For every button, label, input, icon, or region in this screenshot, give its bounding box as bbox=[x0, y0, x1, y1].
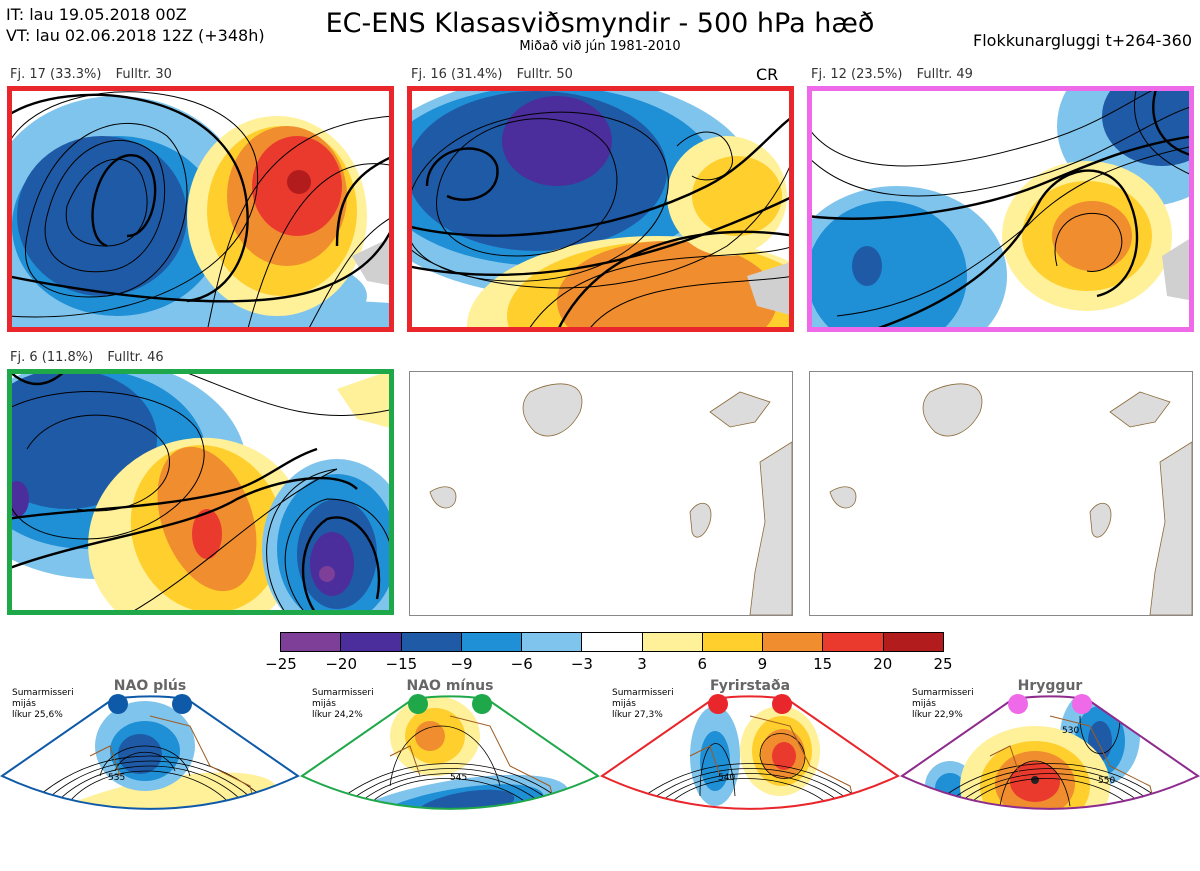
svg-text:560: 560 bbox=[724, 811, 741, 821]
svg-text:530: 530 bbox=[1062, 726, 1079, 736]
panel-4-cluster: Fj. 6 (11.8%) bbox=[10, 350, 94, 365]
svg-text:535: 535 bbox=[108, 773, 125, 783]
panel-3-cluster: Fj. 12 (23.5%) bbox=[811, 67, 903, 82]
colorbar-segment bbox=[763, 633, 824, 651]
regime-dot-left bbox=[408, 694, 428, 714]
regime-dot-right bbox=[772, 694, 792, 714]
page-title: EC-ENS Klasasviðsmyndir - 500 hPa hæð bbox=[325, 8, 875, 39]
colorbar-tick-label: 3 bbox=[637, 655, 647, 673]
regime-dot-right bbox=[472, 694, 492, 714]
panel-4-label: Fj. 6 (11.8%) Fulltr. 46 bbox=[10, 350, 174, 365]
colorbar-tick-label: −20 bbox=[325, 655, 357, 673]
page-subtitle: Miðað við jún 1981-2010 bbox=[519, 39, 681, 54]
svg-text:575: 575 bbox=[448, 849, 465, 859]
colorbar-tick-label: −25 bbox=[265, 655, 297, 673]
colorbar-segment bbox=[642, 633, 703, 651]
regime-note: Sumarmisseri mijás líkur 25,6% bbox=[12, 688, 74, 720]
regime-title: NAO plús bbox=[113, 678, 187, 694]
panel-2-cluster: Fj. 16 (31.4%) bbox=[411, 67, 503, 82]
colorbar-segment bbox=[461, 633, 523, 651]
panel-2-tag: CR bbox=[756, 65, 779, 84]
regime-dot-left bbox=[708, 694, 728, 714]
panel-3-members: Fulltr. 49 bbox=[916, 67, 973, 82]
panel-1-members: Fulltr. 30 bbox=[115, 67, 172, 82]
colorbar-segment bbox=[522, 633, 583, 651]
regime-title: NAO mínus bbox=[406, 678, 494, 694]
colorbar-tick-label: 6 bbox=[697, 655, 708, 673]
colorbar-segment bbox=[582, 633, 643, 651]
panel-1-label: Fj. 17 (33.3%) Fulltr. 30 bbox=[10, 67, 182, 82]
colorbar-tick-label: −15 bbox=[385, 655, 418, 673]
colorbar-tick-label: 25 bbox=[933, 655, 953, 673]
colorbar-tick-label: 15 bbox=[813, 655, 833, 673]
colorbar-segment bbox=[401, 633, 462, 651]
regime-title: Hryggur bbox=[1017, 678, 1083, 694]
cluster-map-2[interactable] bbox=[407, 86, 794, 332]
regime-dot-right bbox=[172, 694, 192, 714]
regime-dot-right bbox=[1072, 694, 1092, 714]
regime-ridge: Hryggur Sumarmisseri mijás líkur 22,9% 530 bbox=[900, 676, 1200, 871]
regime-note: Sumarmisseri mijás líkur 24,2% bbox=[312, 688, 374, 720]
empty-map-6 bbox=[809, 371, 1193, 616]
panel-3-label: Fj. 12 (23.5%) Fulltr. 49 bbox=[811, 67, 983, 82]
regime-nao-plus: NAO plús Sumarmisseri mijás líkur 25,6% 53… bbox=[0, 676, 300, 871]
svg-text:575: 575 bbox=[1090, 837, 1107, 847]
svg-text:560: 560 bbox=[120, 809, 137, 819]
valid-time: VT: lau 02.06.2018 12Z (+348h) bbox=[6, 26, 265, 45]
regime-nao-minus: NAO mínus Sumarmisseri mijás líkur 24,2% 5… bbox=[300, 676, 600, 871]
colorbar-segment bbox=[883, 633, 943, 651]
header-times: IT: lau 19.05.2018 00Z VT: lau 02.06.201… bbox=[6, 4, 265, 46]
colorbar bbox=[280, 632, 944, 652]
colorbar-tick-label: −9 bbox=[450, 655, 473, 673]
regime-blocking: Fyrirstaða Sumarmisseri mijás líkur 27,3% … bbox=[600, 676, 900, 871]
svg-text:575: 575 bbox=[736, 835, 753, 845]
regime-dot-left bbox=[108, 694, 128, 714]
svg-text:550: 550 bbox=[1098, 776, 1115, 786]
panel-4-members: Fulltr. 46 bbox=[107, 350, 164, 365]
regime-note: Sumarmisseri mijás líkur 27,3% bbox=[612, 688, 674, 720]
classification-window: Flokkunargluggi t+264-360 bbox=[973, 31, 1192, 50]
svg-text:560: 560 bbox=[438, 815, 455, 825]
svg-text:540: 540 bbox=[718, 773, 735, 783]
regime-dot-left bbox=[1008, 694, 1028, 714]
colorbar-segment bbox=[702, 633, 764, 651]
colorbar-tick-label: −6 bbox=[510, 655, 533, 673]
cluster-map-1[interactable] bbox=[7, 86, 394, 332]
colorbar-tick-label: −3 bbox=[570, 655, 593, 673]
regime-title: Fyrirstaða bbox=[709, 678, 791, 694]
regime-note: Sumarmisseri mijás líkur 22,9% bbox=[912, 688, 974, 720]
colorbar-tick-label: 20 bbox=[873, 655, 893, 673]
colorbar-segment bbox=[281, 633, 342, 651]
cluster-map-4[interactable] bbox=[7, 369, 394, 615]
panel-2-members: Fulltr. 50 bbox=[516, 67, 573, 82]
panel-1-cluster: Fj. 17 (33.3%) bbox=[10, 67, 102, 82]
colorbar-segment bbox=[823, 633, 884, 651]
panel-2-label: Fj. 16 (31.4%) Fulltr. 50 bbox=[411, 67, 583, 82]
issue-time: IT: lau 19.05.2018 00Z bbox=[6, 5, 187, 24]
cluster-map-3[interactable] bbox=[807, 86, 1194, 332]
svg-text:545: 545 bbox=[450, 773, 467, 783]
colorbar-segment bbox=[341, 633, 402, 651]
colorbar-tick-label: 9 bbox=[757, 655, 768, 673]
empty-map-5 bbox=[409, 371, 793, 616]
